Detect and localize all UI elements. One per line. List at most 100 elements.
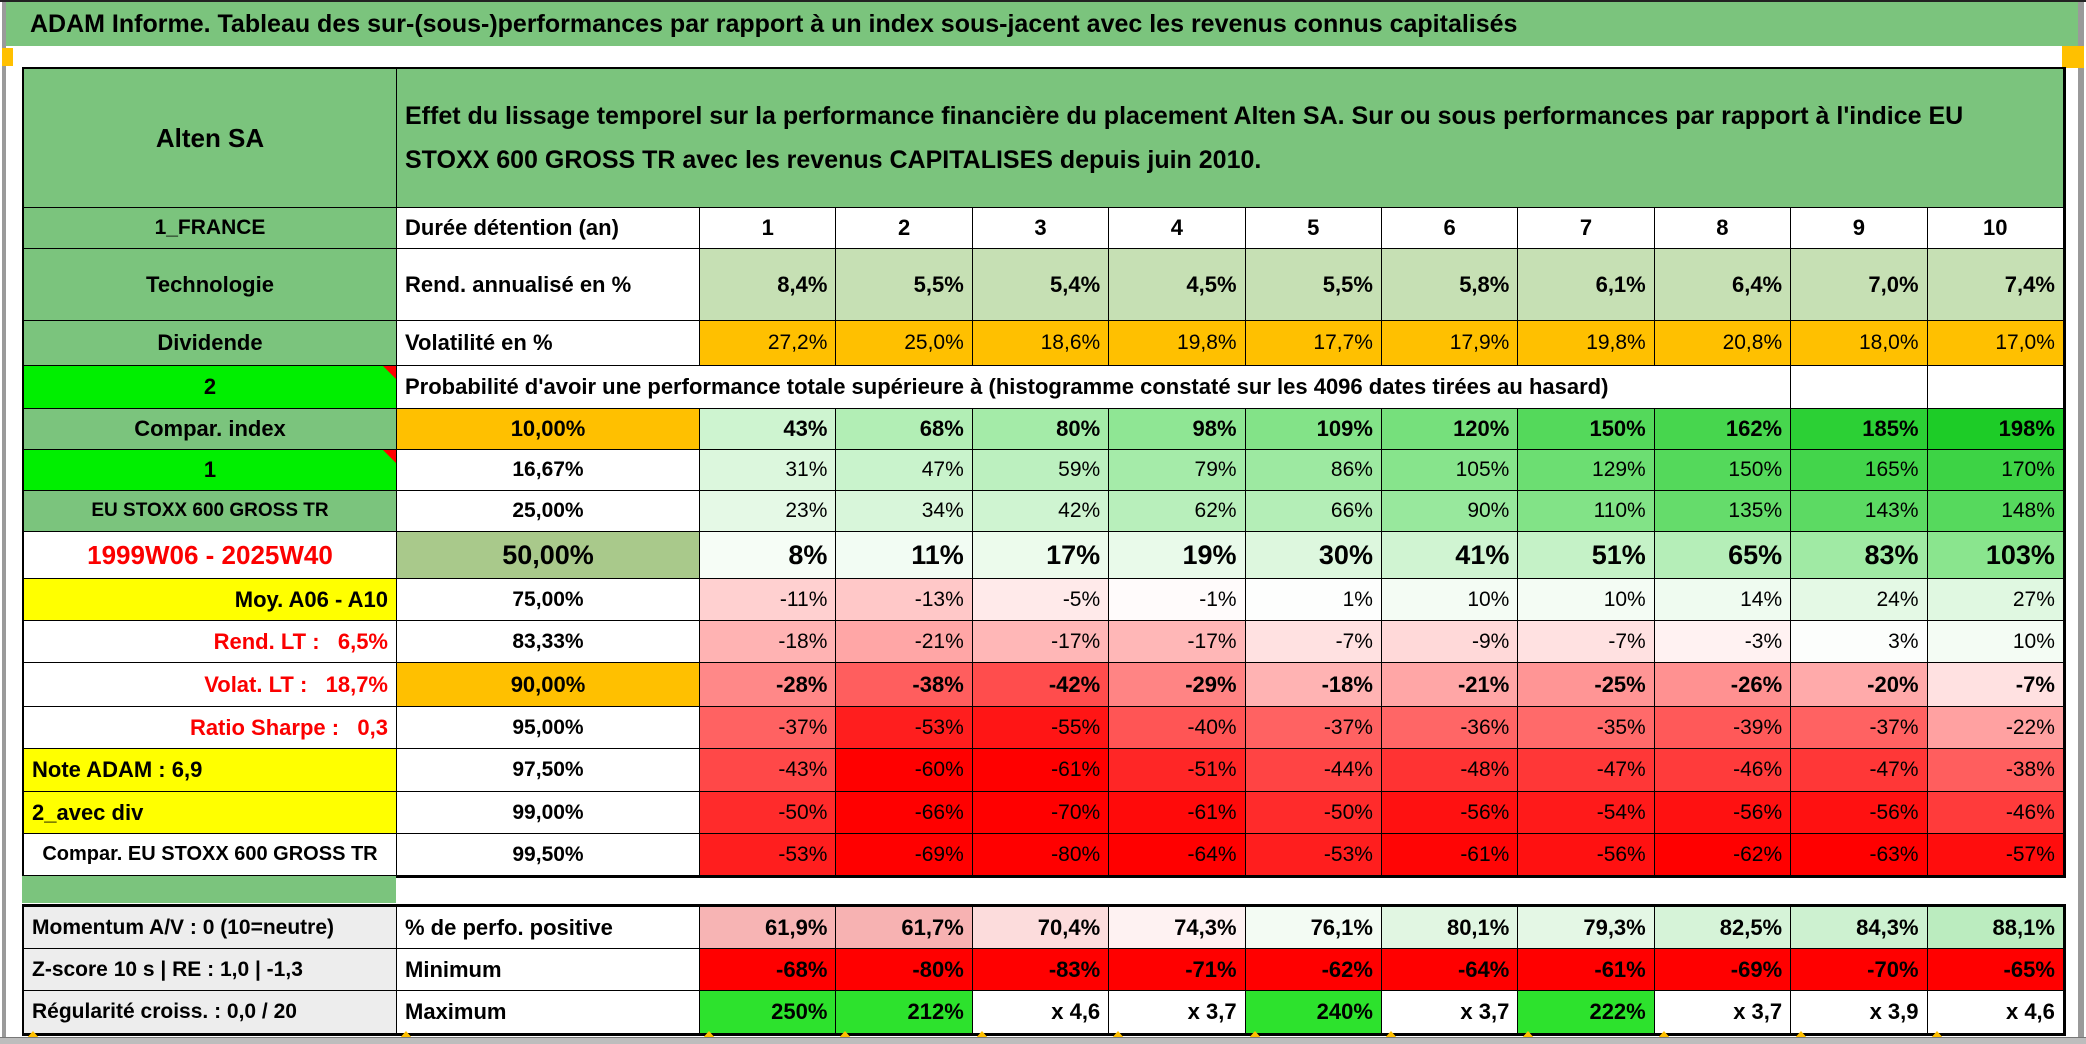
value-cell[interactable]: -38%: [836, 663, 973, 707]
value-cell[interactable]: 79%: [1109, 450, 1246, 491]
value-cell[interactable]: -65%: [1927, 949, 2064, 991]
value-cell[interactable]: -56%: [1518, 834, 1655, 876]
threshold-cell[interactable]: 50,00%: [397, 532, 700, 579]
value-cell[interactable]: -69%: [836, 834, 973, 876]
metric-label-cell[interactable]: Durée détention (an): [397, 208, 700, 249]
value-cell[interactable]: -56%: [1791, 792, 1928, 834]
value-cell[interactable]: 18,6%: [972, 321, 1110, 366]
value-cell[interactable]: 8: [1654, 208, 1792, 249]
value-cell[interactable]: 74,3%: [1109, 907, 1246, 949]
threshold-cell[interactable]: 16,67%: [397, 450, 700, 491]
threshold-cell[interactable]: 99,50%: [397, 834, 700, 876]
value-cell[interactable]: -70%: [1791, 949, 1928, 991]
value-cell[interactable]: -68%: [700, 949, 837, 991]
value-cell[interactable]: 1: [700, 208, 837, 249]
value-cell[interactable]: -44%: [1245, 749, 1382, 792]
row-label-cell[interactable]: Note ADAM : 6,9: [24, 749, 397, 792]
value-cell[interactable]: 5,5%: [1245, 249, 1382, 321]
value-cell[interactable]: -37%: [1245, 707, 1382, 749]
value-cell[interactable]: x 4,6: [1927, 991, 2064, 1034]
value-cell[interactable]: -54%: [1518, 792, 1655, 834]
value-cell[interactable]: -42%: [972, 663, 1110, 707]
value-cell[interactable]: 5,5%: [836, 249, 973, 321]
row-label-cell[interactable]: Dividende: [24, 321, 397, 366]
value-cell[interactable]: 27,2%: [700, 321, 837, 366]
metric-label-cell[interactable]: Rend. annualisé en %: [397, 249, 700, 321]
value-cell[interactable]: 17,9%: [1381, 321, 1519, 366]
value-cell[interactable]: -51%: [1109, 749, 1246, 792]
value-cell[interactable]: 185%: [1791, 409, 1928, 450]
value-cell[interactable]: 82,5%: [1654, 907, 1792, 949]
row-label-cell[interactable]: 1_FRANCE: [24, 208, 397, 249]
value-cell[interactable]: -26%: [1654, 663, 1792, 707]
value-cell[interactable]: -36%: [1381, 707, 1519, 749]
value-cell[interactable]: 88,1%: [1927, 907, 2064, 949]
row-label-cell[interactable]: Moy. A06 - A10: [24, 579, 397, 621]
value-cell[interactable]: 47%: [836, 450, 973, 491]
value-cell[interactable]: 11%: [836, 532, 973, 579]
value-cell[interactable]: 18,0%: [1791, 321, 1928, 366]
value-cell[interactable]: 83%: [1791, 532, 1928, 579]
value-cell[interactable]: -56%: [1654, 792, 1792, 834]
value-cell[interactable]: -37%: [1791, 707, 1928, 749]
value-cell[interactable]: -43%: [700, 749, 837, 792]
value-cell[interactable]: 10%: [1927, 621, 2064, 663]
row-label-cell[interactable]: Compar. index: [24, 409, 397, 450]
value-cell[interactable]: 25,0%: [836, 321, 973, 366]
value-cell[interactable]: 240%: [1245, 991, 1382, 1034]
value-cell[interactable]: 148%: [1927, 491, 2064, 532]
value-cell[interactable]: -18%: [1245, 663, 1382, 707]
value-cell[interactable]: 110%: [1518, 491, 1655, 532]
value-cell[interactable]: 150%: [1518, 409, 1655, 450]
value-cell[interactable]: 120%: [1381, 409, 1519, 450]
value-cell[interactable]: 17,0%: [1927, 321, 2064, 366]
value-cell[interactable]: -17%: [972, 621, 1110, 663]
row-label-cell[interactable]: Technologie: [24, 249, 397, 321]
empty-cell[interactable]: [1927, 366, 2064, 409]
value-cell[interactable]: 5,8%: [1381, 249, 1519, 321]
value-cell[interactable]: x 3,7: [1381, 991, 1519, 1034]
value-cell[interactable]: -64%: [1381, 949, 1519, 991]
value-cell[interactable]: -61%: [1518, 949, 1655, 991]
table-description-cell[interactable]: Effet du lissage temporel sur la perform…: [397, 69, 2064, 208]
value-cell[interactable]: -7%: [1518, 621, 1655, 663]
value-cell[interactable]: 70,4%: [972, 907, 1110, 949]
value-cell[interactable]: -61%: [972, 749, 1110, 792]
value-cell[interactable]: -28%: [700, 663, 837, 707]
value-cell[interactable]: 41%: [1381, 532, 1519, 579]
company-name-cell[interactable]: Alten SA: [24, 69, 397, 208]
value-cell[interactable]: -57%: [1927, 834, 2064, 876]
value-cell[interactable]: -53%: [700, 834, 837, 876]
value-cell[interactable]: x 3,7: [1654, 991, 1792, 1034]
threshold-cell[interactable]: 10,00%: [397, 409, 700, 450]
value-cell[interactable]: 14%: [1654, 579, 1792, 621]
row-label-cell[interactable]: Volat. LT : 18,7%: [24, 663, 397, 707]
value-cell[interactable]: 129%: [1518, 450, 1655, 491]
value-cell[interactable]: -62%: [1654, 834, 1792, 876]
value-cell[interactable]: 9: [1791, 208, 1928, 249]
value-cell[interactable]: 6,4%: [1654, 249, 1792, 321]
value-cell[interactable]: -47%: [1791, 749, 1928, 792]
value-cell[interactable]: 1%: [1245, 579, 1382, 621]
value-cell[interactable]: 212%: [836, 991, 973, 1034]
value-cell[interactable]: 68%: [836, 409, 973, 450]
threshold-cell[interactable]: 90,00%: [397, 663, 700, 707]
value-cell[interactable]: 62%: [1109, 491, 1246, 532]
value-cell[interactable]: -3%: [1654, 621, 1792, 663]
value-cell[interactable]: -46%: [1927, 792, 2064, 834]
value-cell[interactable]: -18%: [700, 621, 837, 663]
value-cell[interactable]: -7%: [1245, 621, 1382, 663]
value-cell[interactable]: 80%: [972, 409, 1110, 450]
threshold-cell[interactable]: 97,50%: [397, 749, 700, 792]
value-cell[interactable]: 80,1%: [1381, 907, 1519, 949]
value-cell[interactable]: -29%: [1109, 663, 1246, 707]
summary-label-cell[interactable]: Régularité croiss. : 0,0 / 20: [24, 991, 397, 1034]
value-cell[interactable]: 17%: [972, 532, 1110, 579]
value-cell[interactable]: -55%: [972, 707, 1110, 749]
value-cell[interactable]: -80%: [972, 834, 1110, 876]
row-label-cell[interactable]: EU STOXX 600 GROSS TR: [24, 491, 397, 532]
value-cell[interactable]: -80%: [836, 949, 973, 991]
value-cell[interactable]: 43%: [700, 409, 837, 450]
value-cell[interactable]: -70%: [972, 792, 1110, 834]
value-cell[interactable]: -50%: [700, 792, 837, 834]
